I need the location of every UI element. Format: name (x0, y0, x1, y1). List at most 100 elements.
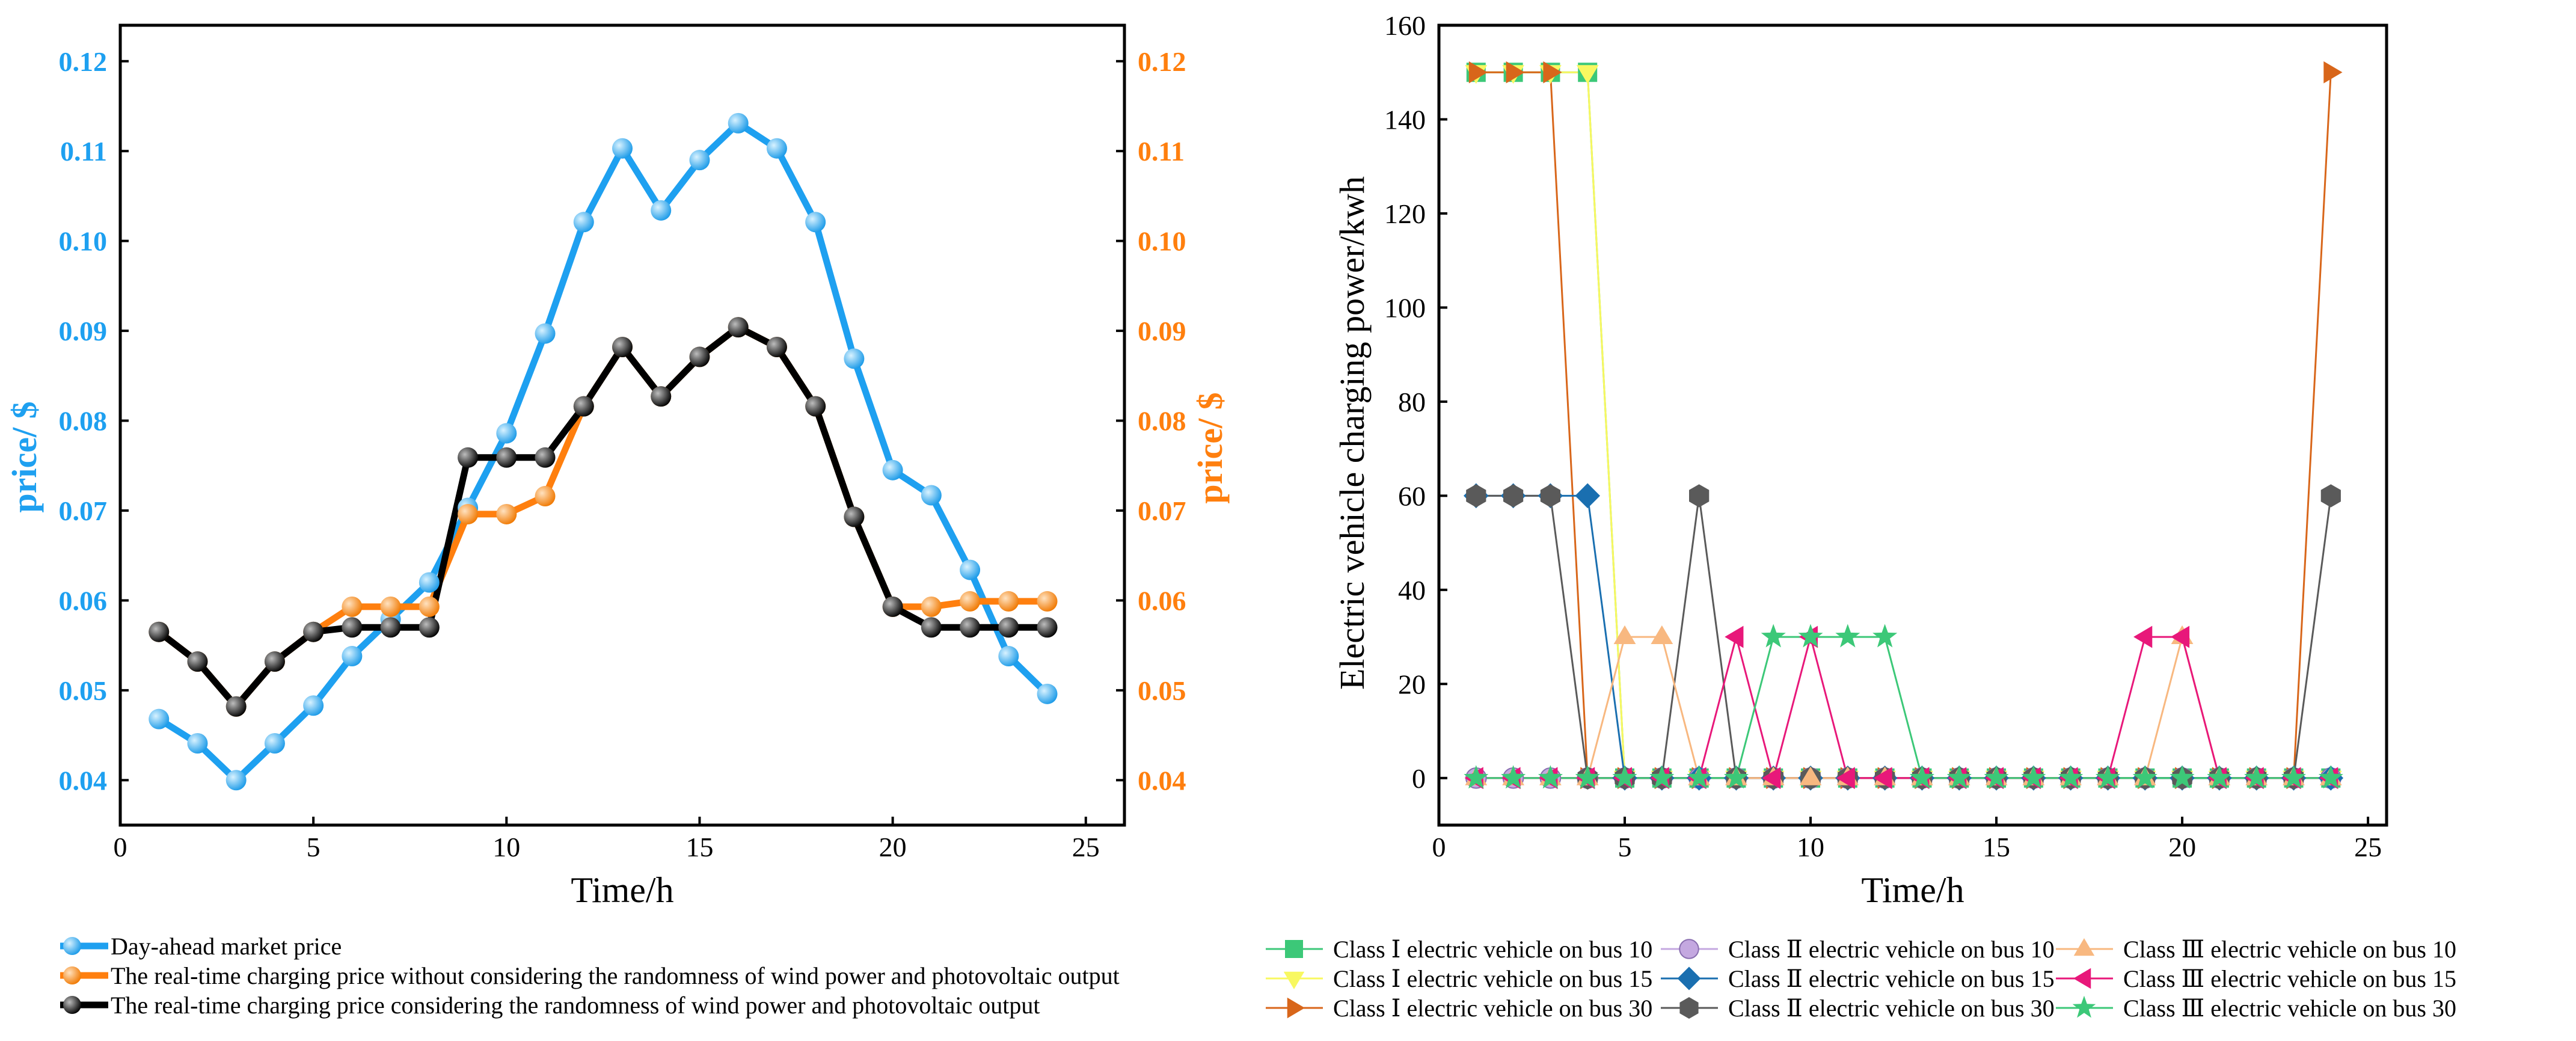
right-y-tick-label: 0.09 (1138, 316, 1186, 346)
data-point (1037, 683, 1058, 704)
right-y-tick-label: 0.10 (1138, 226, 1186, 257)
legend-label: The real-time charging price without con… (111, 962, 1120, 989)
legend-label: Class Ⅱ electric vehicle on bus 10 (1728, 936, 2055, 963)
data-point (921, 485, 942, 506)
y-tick-label: 160 (1384, 10, 1426, 41)
charging-power-chart-series (1464, 61, 2344, 791)
left-y-tick-label: 0.06 (59, 585, 108, 616)
data-point (1576, 65, 1599, 84)
data-point (1649, 765, 1675, 789)
data-point (2281, 765, 2306, 789)
data-point (1761, 624, 1786, 648)
data-point (882, 596, 903, 617)
x-tick-label: 0 (114, 832, 127, 862)
data-point (805, 396, 826, 417)
legend-label: Class Ⅱ electric vehicle on bus 15 (1728, 965, 2055, 992)
data-point (2318, 765, 2343, 789)
data-point (342, 617, 363, 638)
left-y-tick-label: 0.11 (60, 136, 107, 167)
left-y-tick-label: 0.10 (59, 226, 108, 257)
charging-power-chart-frame (1437, 23, 2388, 827)
data-point (1464, 765, 1489, 789)
data-point (1687, 765, 1712, 789)
data-point (1984, 765, 2009, 789)
price-chart-series (149, 112, 1058, 791)
data-point (149, 621, 170, 642)
data-point (2170, 765, 2195, 789)
legend-marker (1283, 971, 1305, 989)
series-line (157, 120, 1050, 784)
price-chart-left-axis: 0.04 0.05 0.06 0.07 0.08 0.09 0.10 0.11 0.12 (59, 46, 129, 796)
data-point (1725, 625, 1744, 648)
data-point (1037, 617, 1058, 638)
x-tick-label: 25 (1072, 832, 1100, 862)
x-tick-label: 10 (492, 832, 520, 862)
price-chart-x-label: Time/h (571, 870, 673, 910)
charging-power-chart-legend: Class Ⅰ electric vehicle on bus 10Class … (1266, 936, 2456, 1022)
data-point (496, 447, 517, 468)
x-tick-label: 5 (1618, 832, 1632, 862)
data-point (264, 733, 285, 754)
y-tick-label: 120 (1384, 198, 1426, 229)
data-point (1501, 765, 1526, 789)
data-point (2323, 61, 2343, 84)
data-point (1466, 484, 1486, 508)
legend-label: Class Ⅰ electric vehicle on bus 15 (1333, 965, 1652, 992)
price-chart-right-y-label: price/ $ (1191, 392, 1230, 503)
legend-label: Day-ahead market price (111, 933, 342, 960)
charging-power-chart-y-axis: 0 20 40 60 80 100 120 140 160 (1384, 10, 1447, 794)
data-point (1575, 483, 1601, 509)
legend-marker (2072, 995, 2096, 1018)
data-point (1538, 765, 1563, 789)
data-point (264, 651, 285, 672)
data-point (805, 212, 826, 233)
data-point (342, 596, 363, 617)
series-line (1476, 494, 2331, 779)
data-point (225, 696, 247, 717)
data-point (921, 617, 942, 638)
legend-marker (1679, 939, 1699, 959)
series-line (1476, 71, 2331, 779)
series-line (1476, 71, 2331, 779)
data-point (1612, 765, 1637, 789)
y-tick-label: 40 (1398, 575, 1426, 606)
data-point (960, 559, 981, 580)
series-line (1476, 636, 2331, 779)
legend-marker (1679, 997, 1699, 1019)
legend-label: Class Ⅲ electric vehicle on bus 15 (2123, 965, 2456, 992)
data-point (187, 733, 208, 754)
data-point (1799, 766, 1822, 785)
data-point (998, 591, 1019, 612)
data-point (1762, 767, 1781, 790)
data-point (458, 503, 479, 524)
data-point (960, 617, 981, 638)
data-point (1037, 591, 1058, 612)
data-point (882, 459, 903, 481)
left-y-tick-label: 0.07 (59, 496, 108, 526)
price-chart-left-y-label: price/ $ (5, 401, 44, 512)
data-point (535, 447, 556, 468)
data-point (1468, 61, 1488, 84)
series-line (1476, 71, 2332, 779)
data-point (573, 212, 594, 233)
data-point (2132, 765, 2157, 789)
x-tick-label: 25 (2354, 832, 2382, 862)
series-line (1476, 494, 2332, 779)
y-tick-label: 20 (1398, 669, 1426, 699)
y-tick-label: 140 (1384, 104, 1426, 135)
left-y-tick-label: 0.09 (59, 316, 108, 346)
data-point (2207, 765, 2232, 789)
data-point (1872, 624, 1898, 648)
left-y-tick-label: 0.04 (59, 765, 108, 796)
data-point (2058, 765, 2084, 789)
data-point (1946, 765, 1972, 789)
data-point (1651, 625, 1673, 645)
data-point (689, 346, 710, 367)
data-point (2095, 765, 2120, 789)
data-point (844, 348, 865, 369)
right-y-tick-label: 0.07 (1138, 496, 1186, 526)
data-point (921, 596, 942, 617)
data-point (766, 336, 787, 357)
data-point (535, 486, 556, 507)
